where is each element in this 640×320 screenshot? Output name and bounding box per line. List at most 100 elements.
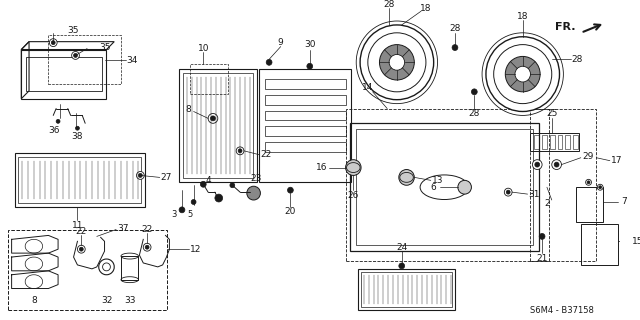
Circle shape — [266, 60, 272, 65]
Circle shape — [458, 180, 472, 194]
Circle shape — [143, 243, 151, 251]
Circle shape — [247, 186, 260, 200]
Text: 27: 27 — [161, 173, 172, 182]
Text: FR.: FR. — [556, 22, 576, 32]
Bar — [346, 108, 549, 261]
Bar — [361, 272, 452, 307]
Circle shape — [77, 245, 85, 253]
Circle shape — [586, 179, 591, 185]
Circle shape — [208, 114, 218, 123]
Circle shape — [51, 41, 55, 44]
Text: 33: 33 — [124, 296, 136, 305]
Text: 8: 8 — [31, 296, 36, 305]
Circle shape — [389, 54, 404, 70]
Circle shape — [49, 39, 57, 47]
Text: 28: 28 — [572, 55, 582, 64]
Text: 28: 28 — [468, 109, 480, 118]
Bar — [351, 123, 539, 251]
Bar — [189, 64, 228, 94]
Text: 9: 9 — [278, 38, 284, 47]
Text: 28: 28 — [383, 0, 395, 9]
Bar — [581, 224, 618, 265]
Circle shape — [493, 44, 552, 104]
Text: 22: 22 — [76, 227, 87, 236]
Circle shape — [472, 89, 477, 95]
Bar — [557, 135, 563, 149]
Circle shape — [486, 37, 559, 111]
Circle shape — [230, 183, 235, 188]
Bar — [356, 129, 533, 245]
Text: 25: 25 — [546, 109, 557, 118]
Text: 36: 36 — [49, 126, 60, 135]
Bar — [265, 110, 346, 120]
Circle shape — [399, 170, 414, 185]
Text: 32: 32 — [100, 296, 112, 305]
Bar — [19, 157, 141, 203]
Text: 3: 3 — [172, 210, 177, 219]
Text: 2: 2 — [544, 199, 550, 208]
Bar — [21, 50, 106, 99]
Text: 4: 4 — [205, 176, 211, 185]
Text: 21: 21 — [536, 253, 548, 262]
Circle shape — [587, 181, 590, 184]
Circle shape — [506, 190, 510, 194]
Bar — [531, 133, 579, 151]
Circle shape — [238, 149, 242, 153]
Bar — [565, 135, 570, 149]
Text: S6M4 - B37158: S6M4 - B37158 — [529, 306, 593, 315]
Text: 22: 22 — [141, 225, 153, 234]
Circle shape — [215, 194, 223, 202]
Circle shape — [236, 147, 244, 155]
Circle shape — [535, 162, 540, 167]
Circle shape — [179, 207, 185, 213]
Text: 13: 13 — [432, 176, 444, 185]
Bar — [179, 69, 257, 182]
Text: 38: 38 — [72, 132, 83, 140]
Text: 29: 29 — [582, 152, 593, 161]
Circle shape — [504, 188, 512, 196]
Text: 16: 16 — [316, 163, 327, 172]
Circle shape — [554, 162, 559, 167]
Bar — [265, 126, 346, 136]
Bar — [121, 256, 138, 280]
Bar — [358, 269, 455, 310]
Circle shape — [287, 187, 293, 193]
Text: 20: 20 — [285, 207, 296, 216]
Bar — [259, 69, 351, 182]
Text: 35: 35 — [100, 43, 111, 52]
Bar — [8, 229, 168, 310]
Circle shape — [138, 173, 142, 177]
Text: 30: 30 — [304, 40, 316, 49]
Circle shape — [506, 56, 540, 92]
Text: 24: 24 — [396, 243, 407, 252]
Text: 18: 18 — [420, 4, 431, 13]
Bar — [550, 135, 555, 149]
Text: 11: 11 — [72, 221, 83, 230]
Bar — [534, 135, 539, 149]
Bar — [542, 135, 547, 149]
Text: 15: 15 — [632, 237, 640, 246]
Text: 34: 34 — [126, 56, 138, 65]
Text: 28: 28 — [449, 24, 461, 33]
Circle shape — [368, 33, 426, 92]
Bar — [183, 73, 253, 178]
Bar — [15, 153, 145, 207]
Text: 18: 18 — [517, 12, 529, 20]
Circle shape — [539, 234, 545, 239]
Text: 26: 26 — [348, 191, 359, 200]
Circle shape — [200, 181, 206, 187]
Text: 22: 22 — [260, 150, 272, 159]
Text: 23: 23 — [251, 174, 262, 183]
Text: 35: 35 — [67, 26, 78, 35]
Text: 8: 8 — [185, 105, 191, 114]
Circle shape — [360, 25, 434, 100]
Text: 5: 5 — [187, 210, 193, 219]
Circle shape — [532, 160, 542, 170]
Bar — [265, 79, 346, 89]
Bar — [576, 187, 603, 222]
Circle shape — [211, 116, 216, 121]
Circle shape — [515, 66, 531, 82]
Text: 17: 17 — [611, 156, 622, 165]
Circle shape — [145, 245, 149, 249]
Bar — [49, 35, 121, 84]
